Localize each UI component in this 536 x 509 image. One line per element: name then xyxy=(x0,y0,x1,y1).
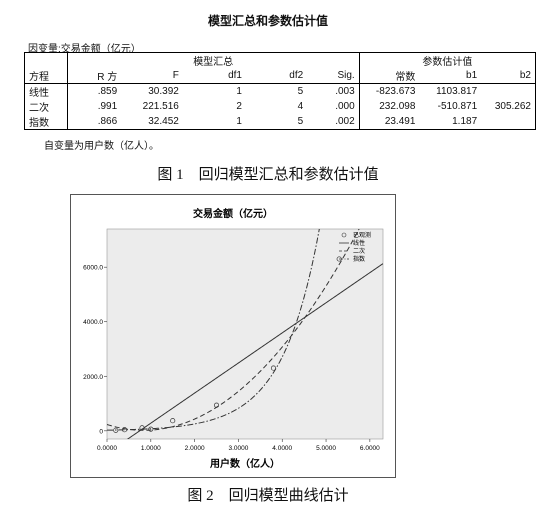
table-cell: 1 xyxy=(236,86,242,97)
figure-caption-1: 图 1 回归模型汇总和参数估计值 xyxy=(157,167,379,183)
chart-title: 交易金额（亿元） xyxy=(193,207,273,220)
x-tick-label: 3.0000 xyxy=(228,445,248,452)
table-cell: 23.491 xyxy=(358,114,420,130)
table-cell: 1103.817 xyxy=(436,86,478,97)
legend-label: 二次 xyxy=(353,247,365,255)
quadratic-fit-line xyxy=(107,229,360,431)
table-cell: 指数 xyxy=(24,114,68,130)
group-header-params: 参数估计值 xyxy=(358,52,536,68)
table-cell xyxy=(481,114,536,130)
legend-label: 指数 xyxy=(353,255,365,263)
x-tick-label: 2.0000 xyxy=(185,445,205,452)
table-cell: .866 xyxy=(66,114,122,130)
col-header: b1 xyxy=(419,68,482,84)
observed-point xyxy=(270,365,277,371)
x-tick-label: 1.0000 xyxy=(141,445,161,452)
col-header: R 方 xyxy=(66,68,122,84)
table-row: 指数 .866 32.452 1 5 .002 23.491 1.187 xyxy=(24,114,536,130)
x-tick-label: 4.0000 xyxy=(272,445,292,452)
legend-label: 线性 xyxy=(353,239,365,247)
table-footnote: 自变量为用户数（亿人）。 xyxy=(44,141,159,152)
table-cell: -823.673 xyxy=(358,83,420,99)
table-cell: .859 xyxy=(66,83,122,99)
table-cell: 二次 xyxy=(24,99,68,114)
col-header: df2 xyxy=(245,68,308,84)
plot-area xyxy=(106,228,384,440)
observed-point xyxy=(139,425,145,431)
table-cell: 5 xyxy=(297,86,304,97)
col-header: 方程 xyxy=(24,68,68,84)
table-cell: .991 xyxy=(66,99,122,114)
legend-label: 已观测 xyxy=(353,231,371,239)
table-row: 二次 .991 221.516 2 4 .000 232.098 -510.87… xyxy=(24,99,536,114)
table-group-header-row: 模型汇总 参数估计值 xyxy=(24,52,536,68)
legend-symbol xyxy=(341,232,347,238)
observed-point xyxy=(170,418,176,424)
table-cell xyxy=(481,83,536,99)
y-tick-label: 4000.0 xyxy=(83,319,103,326)
group-header-summary: 模型汇总 xyxy=(66,52,360,68)
figure-caption-2: 图 2 回归模型曲线估计 xyxy=(187,488,349,504)
table-row: 线性 .859 30.392 1 5 .003 -823.673 1103.81… xyxy=(24,83,536,99)
table-cell: 2 xyxy=(236,101,242,112)
observed-point xyxy=(213,402,220,408)
col-header: Sig. xyxy=(307,68,360,84)
curve-estimation-chart: 交易金额（亿元） 用户数（亿人） 0.0000 1.0000 2.0000 3.000… xyxy=(83,207,384,470)
table-cell: 221.516 xyxy=(142,101,179,112)
col-header: b2 xyxy=(481,68,536,84)
y-tick-label: 0 xyxy=(99,428,103,435)
table-cell: 5 xyxy=(245,114,308,130)
table-cell: -510.871 xyxy=(437,101,478,112)
col-header: df1 xyxy=(182,68,246,84)
table-cell: 1.187 xyxy=(419,114,482,130)
x-tick-label: 6.0000 xyxy=(360,445,380,452)
table-cell: 32.452 xyxy=(121,114,183,130)
y-tick-label: 6000.0 xyxy=(83,265,103,272)
x-tick-label: 0.0000 xyxy=(97,445,117,452)
col-header: F xyxy=(121,68,183,84)
observed-point xyxy=(121,427,128,433)
table-cell: .000 xyxy=(335,101,355,112)
chart-frame: 交易金额（亿元） 用户数（亿人） 0.0000 1.0000 2.0000 3.000… xyxy=(70,194,396,478)
dependent-variable-label: 因变量:交易金额（亿元） xyxy=(28,44,141,55)
plot-series-group xyxy=(107,229,383,439)
observed-point xyxy=(148,426,154,432)
table-cell: 4 xyxy=(297,101,304,112)
x-axis-label: 用户数（亿人） xyxy=(209,457,280,470)
table-cell: .002 xyxy=(307,114,360,130)
table-cell: 1 xyxy=(182,114,246,130)
table-cell: 线性 xyxy=(24,83,68,99)
table-cell: .003 xyxy=(335,86,355,97)
linear-fit-line xyxy=(126,263,383,439)
x-tick-label: 5.0000 xyxy=(316,445,336,452)
table-cell: 30.392 xyxy=(148,86,179,97)
observed-point xyxy=(113,427,119,433)
table-header-row: 方程 R 方 F df1 df2 Sig. 常数 b1 b2 xyxy=(24,68,536,84)
y-tick-label: 2000.0 xyxy=(83,374,103,381)
table-cell: 232.098 xyxy=(358,99,420,114)
col-header: 常数 xyxy=(358,68,420,84)
model-summary-table: 模型汇总 参数估计值 方程 R 方 F df1 df2 Sig. 常数 b1 b… xyxy=(24,52,536,130)
table-title: 模型汇总和参数估计值 xyxy=(207,14,328,28)
table-cell: 305.262 xyxy=(481,99,536,114)
